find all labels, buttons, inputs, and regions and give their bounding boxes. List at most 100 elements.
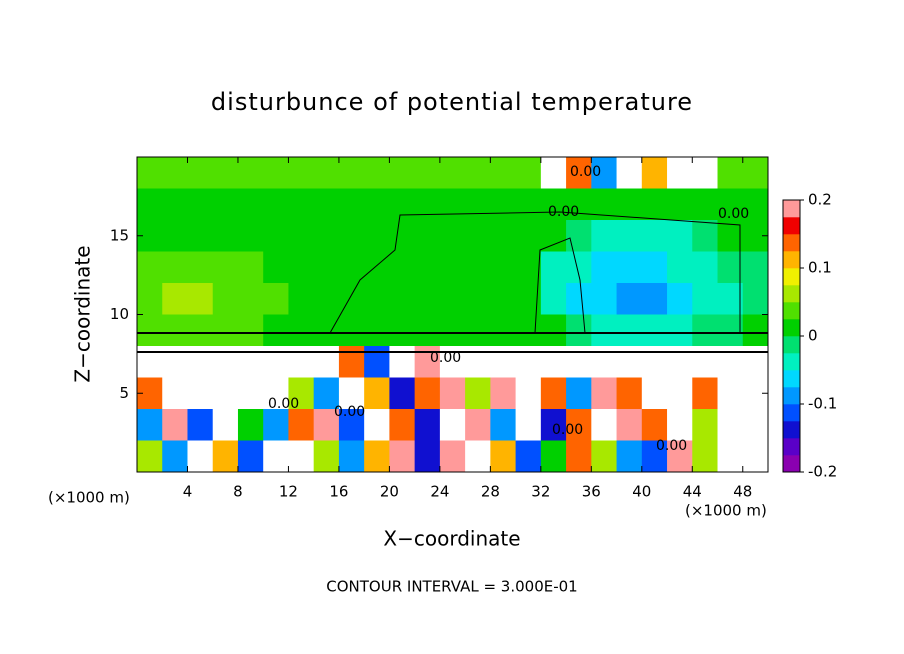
field-cell [389, 314, 416, 347]
field-cell [439, 440, 466, 473]
field-cell [742, 188, 769, 221]
field-cell [389, 283, 416, 315]
field-cell [641, 188, 668, 221]
field-cell [591, 283, 618, 315]
colorbar-swatch [783, 455, 800, 473]
field-cell [263, 346, 289, 378]
field-cell [263, 157, 289, 189]
field-cell [742, 409, 769, 441]
field-cell [692, 346, 719, 378]
field-cell [162, 157, 188, 189]
field-cell [212, 283, 239, 315]
x-tick-label: 8 [233, 483, 243, 501]
field-cell [414, 440, 441, 473]
field-cell [566, 440, 592, 473]
field-cell [137, 314, 163, 347]
colorbar-swatch [783, 285, 800, 303]
field-cell [263, 283, 289, 315]
field-cell [414, 157, 441, 189]
field-cell [389, 188, 416, 221]
field-cell [414, 409, 441, 441]
x-tick-label: 16 [329, 483, 348, 501]
field-cell [490, 440, 517, 473]
field-cell [237, 377, 264, 410]
contour-label: 0.00 [548, 204, 579, 220]
field-cell [162, 283, 188, 315]
field-cell [313, 251, 340, 284]
field-cell [263, 409, 289, 441]
field-cell [692, 314, 719, 347]
field-cell [439, 283, 466, 315]
colorbar-swatch [783, 404, 800, 422]
field-cell [414, 283, 441, 315]
contour-label: 0.00 [430, 350, 461, 366]
y-tick-label: 10 [110, 305, 129, 323]
colorbar-swatch [783, 438, 800, 456]
field-cell [490, 377, 517, 410]
field-cell [389, 409, 416, 441]
x-axis-label: X−coordinate [383, 527, 520, 551]
field-cell [338, 157, 365, 189]
x-tick-label: 36 [582, 483, 601, 501]
colorbar-swatch [783, 302, 800, 320]
field-cell [490, 314, 517, 347]
x-tick-label: 48 [733, 483, 752, 501]
field-cell [641, 314, 668, 347]
field-cell [641, 283, 668, 315]
field-cell [566, 188, 592, 221]
field-cell [414, 188, 441, 221]
colorbar-swatch [783, 421, 800, 439]
field-cell [667, 377, 693, 410]
field-cell [263, 251, 289, 284]
field-cell [465, 251, 491, 284]
field-cell [237, 188, 264, 221]
field-cell [667, 283, 693, 315]
field-cell [313, 188, 340, 221]
field-cell [237, 220, 264, 252]
field-cell [212, 440, 239, 473]
field-cell [137, 409, 163, 441]
contour-label: 0.00 [268, 396, 299, 412]
field-cell [540, 440, 567, 473]
colorbar-swatch [783, 353, 800, 371]
field-cell [591, 314, 618, 347]
field-cell [338, 377, 365, 410]
field-cell [439, 251, 466, 284]
field-cell [288, 314, 315, 347]
field-cell [616, 157, 643, 189]
field-cell [591, 409, 618, 441]
field-cell [540, 409, 567, 441]
field-cell [717, 251, 744, 284]
contour-line [534, 237, 586, 334]
field-cell [137, 346, 163, 378]
field-cell [641, 220, 668, 252]
field-cell [187, 409, 214, 441]
field-cell [212, 409, 239, 441]
field-cell [237, 157, 264, 189]
field-cell [742, 346, 769, 378]
field-cell [717, 409, 744, 441]
field-cell [641, 377, 668, 410]
field-cell [490, 220, 517, 252]
field-cell [212, 220, 239, 252]
field-cell [237, 251, 264, 284]
contour-label: 0.00 [718, 206, 749, 222]
field-cell [313, 440, 340, 473]
field-cell [212, 314, 239, 347]
field-cell [414, 314, 441, 347]
field-cell [667, 220, 693, 252]
field-cell [263, 440, 289, 473]
field-cell [313, 409, 340, 441]
colorbar-swatch [783, 319, 800, 337]
field-cell [187, 251, 214, 284]
field-cell [288, 220, 315, 252]
field-cell [490, 409, 517, 441]
field-cell [263, 314, 289, 347]
field-cell [212, 251, 239, 284]
field-cell [162, 377, 188, 410]
field-cell [591, 346, 618, 378]
colorbar-swatch [783, 370, 800, 388]
field-cell [465, 188, 491, 221]
field-cell [667, 157, 693, 189]
field-cell [364, 346, 390, 378]
